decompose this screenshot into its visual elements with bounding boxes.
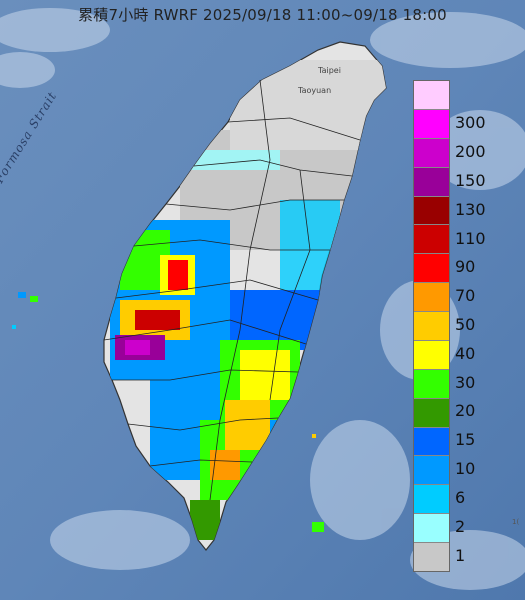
legend-swatch [414, 340, 449, 370]
legend-swatch [414, 138, 449, 168]
legend-swatch [414, 312, 449, 341]
legend-swatch [414, 543, 449, 571]
legend-swatch [414, 167, 449, 197]
legend-tick-label: 30 [455, 372, 476, 392]
legend-color-bar [413, 80, 450, 572]
legend-swatch [414, 283, 449, 312]
map-title: 累積7小時 RWRF 2025/09/18 11:00~09/18 18:00 [78, 6, 447, 24]
legend-tick-label: 200 [455, 142, 486, 162]
city-label-taoyuan: Taoyuan [298, 86, 332, 95]
offshore-rain-cells [12, 292, 324, 532]
legend-swatch [414, 196, 449, 226]
legend-tick-label: 15 [455, 430, 476, 450]
legend-swatch [414, 254, 449, 284]
legend-swatch [414, 398, 449, 428]
legend-tick-label: 110 [455, 228, 486, 248]
legend-swatch [414, 514, 449, 543]
legend-swatch [414, 369, 449, 399]
legend-tick-label: 2 [455, 516, 466, 536]
legend-tick-label: 1 [455, 545, 466, 565]
legend-swatch [414, 456, 449, 486]
city-label-taipei: Taipei [318, 66, 341, 75]
legend-swatch [414, 109, 449, 139]
corner-mark: 1( [512, 518, 520, 526]
legend-tick-label: 20 [455, 401, 476, 421]
legend-labels: 300 200 150 130 110 90 70 50 40 30 20 15 10 6 2 1 [455, 80, 515, 570]
legend-swatch [414, 81, 449, 110]
county-boundaries [103, 79, 361, 501]
legend-tick-label: 6 [455, 487, 466, 507]
legend-swatch [414, 225, 449, 255]
legend-swatch [414, 427, 449, 457]
legend-tick-label: 50 [455, 315, 476, 334]
legend-tick-label: 10 [455, 459, 476, 479]
legend-swatch [414, 485, 449, 515]
legend-tick-label: 300 [455, 113, 486, 133]
legend-tick-label: 150 [455, 170, 486, 190]
legend-tick-label: 70 [455, 286, 476, 306]
legend-tick-label: 40 [455, 343, 476, 363]
legend-tick-label: 90 [455, 257, 476, 277]
legend-tick-label: 130 [455, 199, 486, 219]
